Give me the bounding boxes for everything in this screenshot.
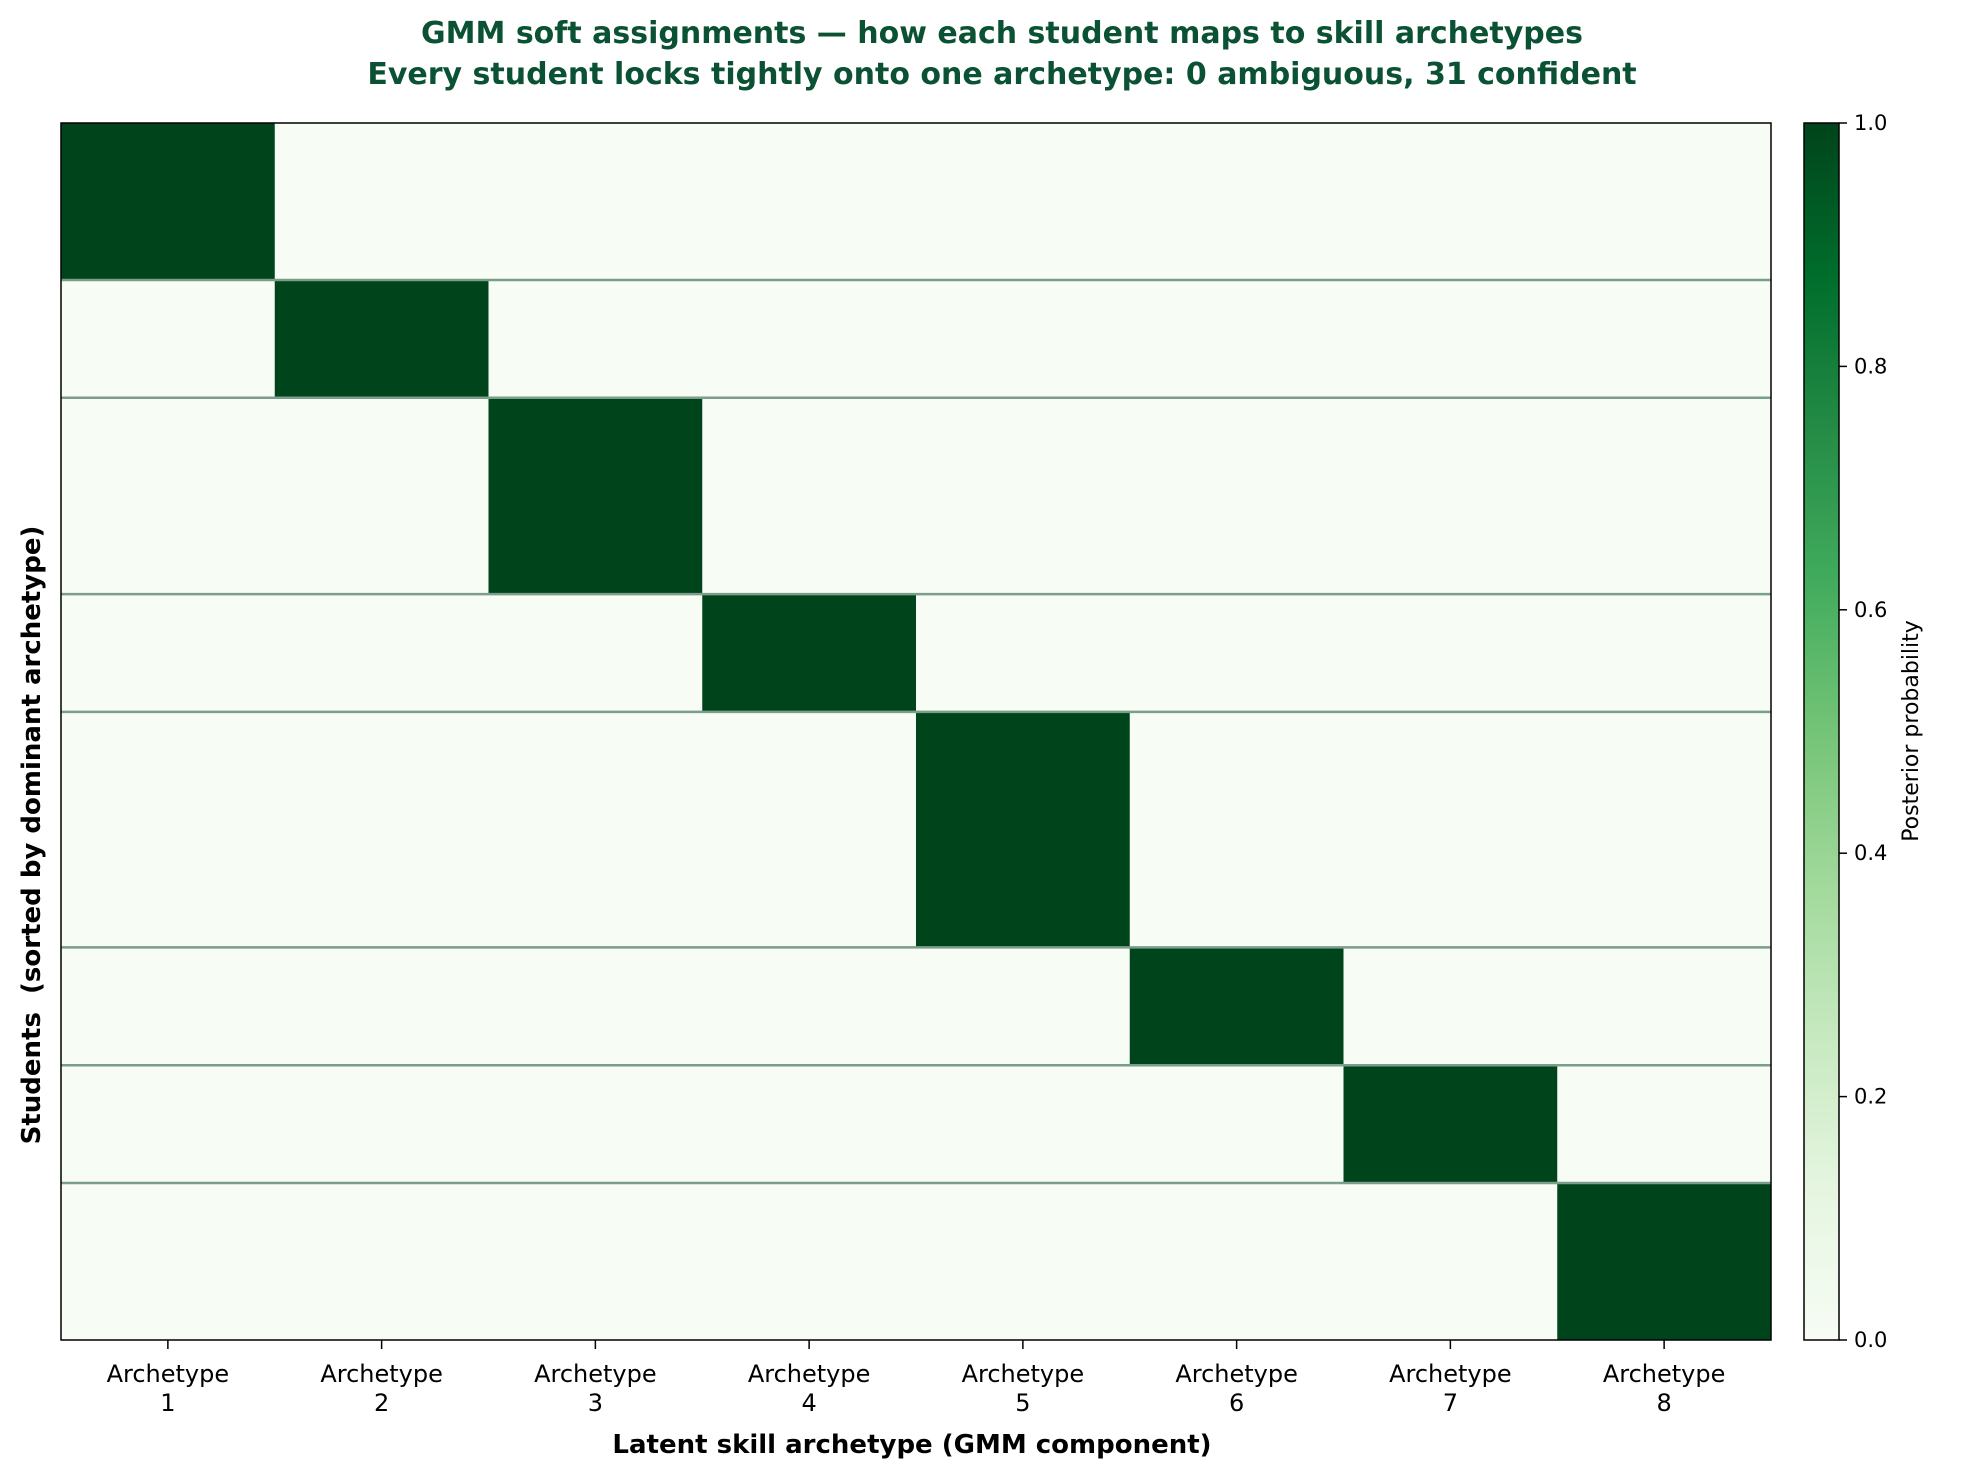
heatmap-area <box>60 122 1772 1341</box>
x-tick-label: Archetype 6 <box>1175 1360 1298 1417</box>
x-axis-ticks: Archetype 1 Archetype 2 Archetype 3 Archetype 4… <box>107 1340 1726 1417</box>
heatmap-cell-archetype-1 <box>61 123 275 281</box>
colorbar-tick-label: 0.6 <box>1854 598 1887 622</box>
y-axis-label: Students (sorted by dominant archetype) <box>17 526 47 1145</box>
heatmap-cell-archetype-8 <box>1557 1182 1771 1340</box>
colorbar-tick-label: 0.8 <box>1854 354 1887 378</box>
chart-subtitle: Every student locks tightly onto one arc… <box>367 57 1636 92</box>
colorbar-ticks: 0.0 0.2 0.4 0.6 0.8 1.0 <box>1839 111 1887 1352</box>
x-tick-label: Archetype 7 <box>1389 1360 1512 1417</box>
x-tick-label: Archetype 4 <box>748 1360 871 1417</box>
x-tick-label: Archetype 2 <box>320 1360 443 1417</box>
colorbar-tick-label: 1.0 <box>1854 111 1887 135</box>
colorbar <box>1803 122 1840 1341</box>
heatmap-cell-archetype-4 <box>702 594 916 712</box>
x-tick-label: Archetype 5 <box>962 1360 1085 1417</box>
colorbar-tick-label: 0.2 <box>1854 1085 1887 1109</box>
heatmap-cell-archetype-2 <box>274 280 489 398</box>
x-tick-label: Archetype 3 <box>534 1360 657 1417</box>
plot-frame <box>60 122 1772 1341</box>
colorbar-tick-label: 0.4 <box>1854 841 1887 865</box>
x-axis-label: Latent skill archetype (GMM component) <box>612 1430 1211 1460</box>
heatmap-cell-archetype-3 <box>488 397 703 595</box>
chart-title: GMM soft assignments — how each student … <box>421 16 1583 51</box>
colorbar-tick-label: 0.0 <box>1854 1328 1887 1352</box>
heatmap-cell-archetype-7 <box>1343 1065 1558 1183</box>
heatmap-cell-archetype-6 <box>1129 947 1344 1066</box>
x-tick-label: Archetype 1 <box>107 1360 230 1417</box>
x-tick-label: Archetype 8 <box>1603 1360 1726 1417</box>
colorbar-label: Posterior probability <box>1899 620 1924 842</box>
heatmap-cell-archetype-5 <box>916 711 1130 948</box>
